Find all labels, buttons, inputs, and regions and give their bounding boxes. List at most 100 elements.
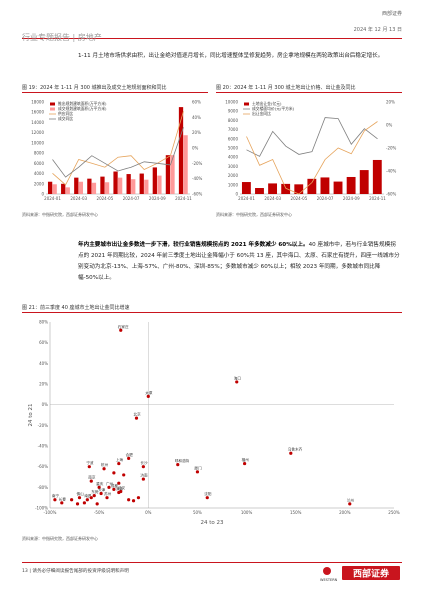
fig21-point [141,465,145,469]
fig20-ytick-right: -60% [386,192,397,197]
fig21-ytick: 60% [39,340,48,345]
fig20-source: 资料来源：中指研究院，西部证券研发中心 [216,212,292,217]
fig21-point-label: 厦门 [194,465,202,470]
fig19-bar [65,187,70,194]
fig20-chart: 0 1000 2000 3000 4000 5000 6000 7000 8000 9000 100… [225,100,397,202]
fig21-point [127,456,131,460]
fig20-bar [372,159,382,194]
page-number: 13 [22,569,28,574]
fig21-point [136,496,141,500]
fig21-ytick: 20% [39,382,48,387]
fig20-bar [307,178,317,194]
fig21-ytick: -40% [38,444,49,449]
analysis-bold: 年内主要城市出让金多数进一步下滑，较行业销售规模拐点的 2021 年多数减少 6… [78,242,309,248]
fig21-ytick: -20% [38,423,49,428]
fig21-xtick: 200% [339,510,351,515]
fig21-xtick: 0% [145,510,152,515]
fig20-ytick-left: 0 [235,192,238,197]
fig20-ytick-left: 9000 [228,109,239,114]
fig21-point [176,463,180,467]
fig20-ytick-left: 1000 [228,182,239,187]
fig19-ytick-left: 16000 [31,110,44,115]
fig21-point [75,502,80,506]
fig19-ytick-right: -40% [192,176,203,181]
fig21-point-label: 海口 [234,375,242,380]
fig19-bar [126,174,131,194]
fig19-bar [157,175,162,194]
fig21-chart: -100% -50% 0% 50% 100% 150% 200% 250% -100% -80% -… [28,320,400,527]
fig19-legend-label: 成交同比 [58,116,73,121]
fig21-point [119,328,123,332]
fig21-point-label: 南京 [88,475,96,480]
fig20-ytick-left: 6000 [228,136,239,141]
fig21-point-label: 上海 [116,457,124,462]
fig21-point [131,499,136,503]
analysis-paragraph: 年内主要城市出让金多数进一步下滑，较行业销售规模拐点的 2021 年多数减少 6… [78,240,400,284]
fig20-xtick: 2024-09 [343,196,360,201]
fig21-point [87,465,91,469]
fig20-ytick-left: 4000 [228,155,239,160]
fig21-point [205,496,209,500]
fig19-xtick: 2024-11 [175,196,192,201]
fig19-ytick-right: -20% [192,161,203,166]
western-securities-logo: WESTERN 西部证券 [320,566,400,582]
fig19-source: 资料来源：中指研究院，西部证券研发中心 [22,212,98,217]
fig21-point [117,481,121,485]
report-date: 2024 年 12 月 13 日 [353,27,402,33]
fig21-point-label: 沈阳 [204,491,212,496]
fig21-point [95,502,99,506]
fig21-ytick: 0% [42,402,49,407]
fig21-point-label: 济南 [140,473,148,478]
fig19-ytick-left: 6000 [34,161,45,166]
fig21-xtick: 250% [388,510,400,515]
fig19-ytick-left: 18000 [31,100,44,105]
fig21-xtick: 150% [290,510,302,515]
fig21-point [99,491,103,496]
fig19-bar [113,171,118,194]
fig21-point [105,496,109,500]
fig19-xtick: 2024-01 [44,196,61,201]
fig19-bar [178,107,184,194]
analysis-text: 40 座城市中，若与行业销售规模拐点的 2021 年同期比较，2024 年前三季… [78,242,400,281]
fig19-legend-label: 供应同比 [58,111,73,116]
fig21-point [85,498,89,502]
fig20-legend: 土地出让金(亿元)成交楼面均价(元/平方米)出让金同比 [243,101,295,116]
fig19-ytick-left: 14000 [31,120,44,125]
fig20-ytick-right: -20% [386,146,397,151]
fig21-point-label: 成都 [111,483,119,488]
fig21-point-label: 广州 [106,481,114,486]
fig19-bar [170,155,175,194]
fig21-ytick: 40% [39,361,48,366]
fig21-point [107,485,111,489]
fig20-legend-swatch [244,102,249,106]
fig20-ytick-left: 8000 [228,118,239,123]
fig21-ytick: -100% [35,506,48,511]
fig21-xtick: -100% [44,510,57,515]
fig21-point-label: 石家庄 [118,324,129,329]
fig20-ytick-left: 3000 [228,164,239,169]
fig19-bar [52,184,57,194]
fig19-bar [78,181,84,194]
fig19-chart: 0 2000 4000 6000 8000 10000 12000 14000 16000 180… [31,100,203,202]
fig19-ytick-left: 0 [41,192,44,197]
fig19-legend-label: 成交规划建筑面积(万平方米) [58,106,107,111]
fig19-ytick-left: 12000 [31,130,44,135]
fig21-point [112,487,116,491]
fig21-point-label: 福州 [242,457,250,462]
fig20-xtick: 2024-11 [369,196,386,201]
fig20-ytick-left: 7000 [228,127,239,132]
fig21-ytick: 80% [39,320,48,325]
fig21-point [127,498,131,502]
fig19-bar [165,155,171,194]
footer-divider [22,562,402,563]
logo-small-text: WESTERN [320,578,338,582]
fig21-point [70,498,74,502]
fig21-point [92,494,96,498]
fig19-bar [100,176,105,194]
fig20-bar [333,181,343,194]
fig20-legend-label: 成交楼面均价(元/平方米) [252,106,295,111]
fig20-bar [320,177,330,194]
logo-text: 西部证券 [353,568,390,580]
top-brand: 西部证券 [381,11,402,17]
